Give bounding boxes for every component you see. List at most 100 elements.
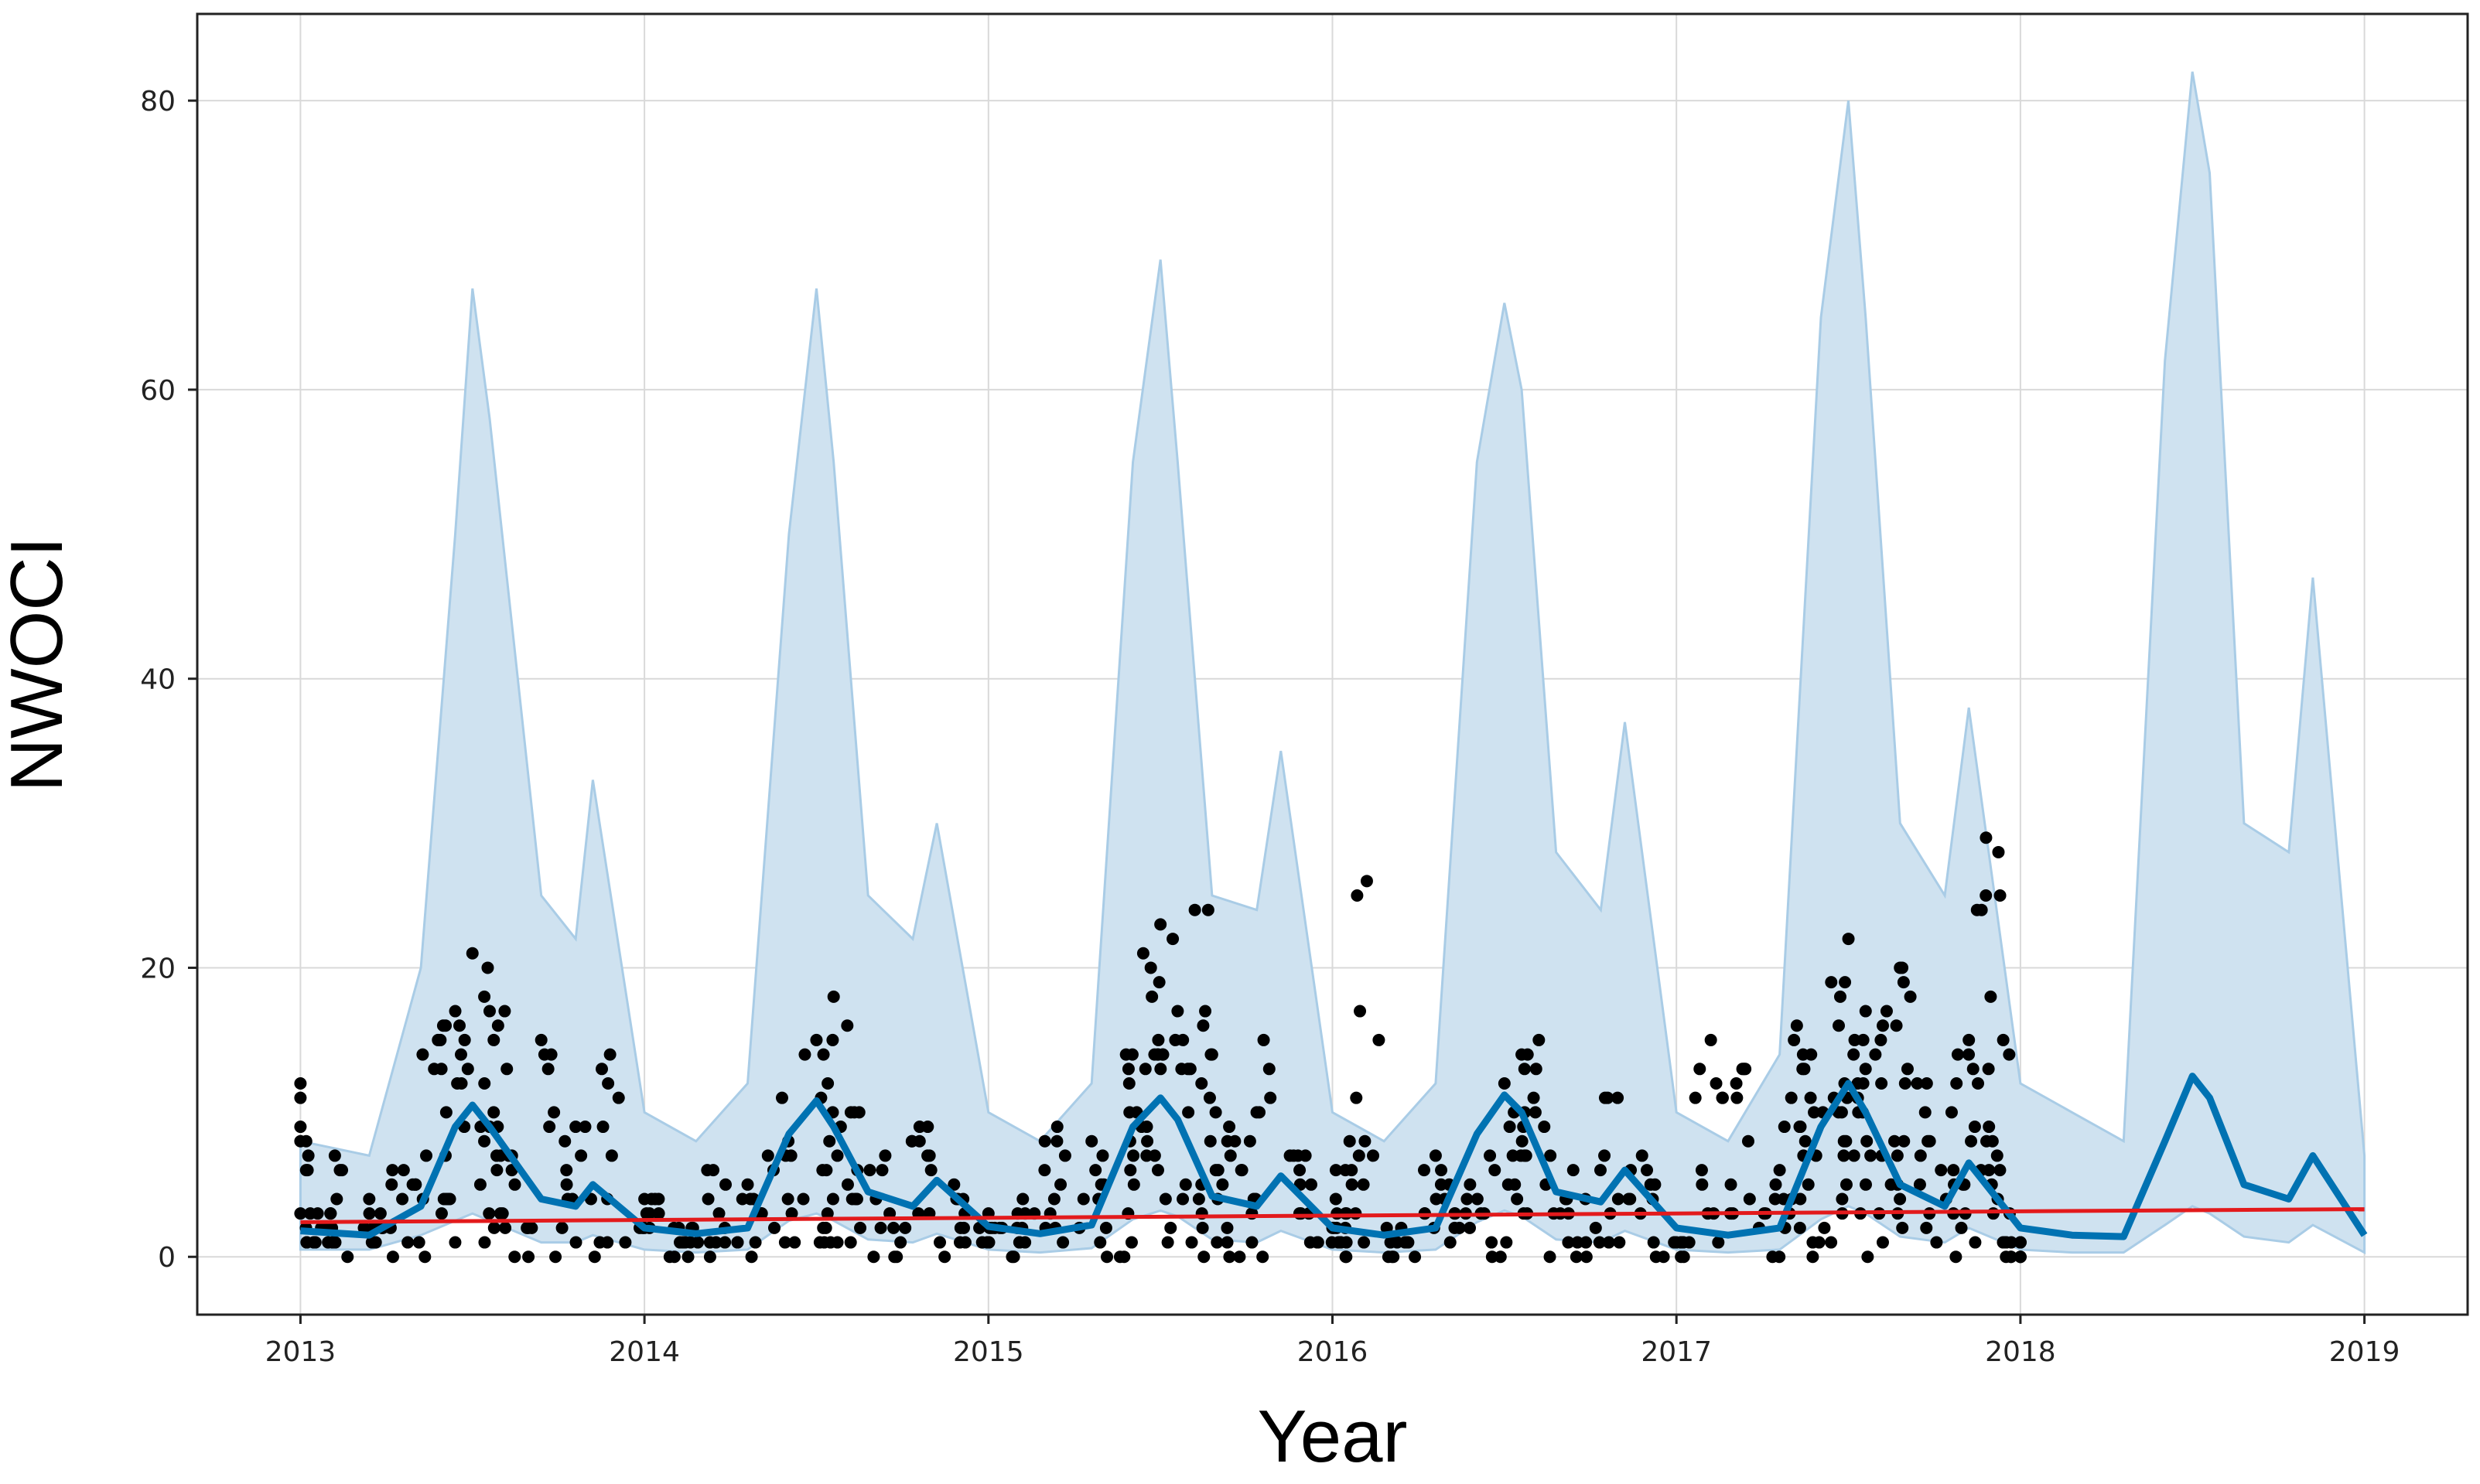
observed-point — [311, 1207, 324, 1220]
observed-point — [652, 1192, 665, 1206]
observed-point — [2003, 1048, 2016, 1061]
x-tick-label: 2017 — [1641, 1336, 1712, 1368]
observed-point — [1914, 1149, 1927, 1162]
observed-point — [1223, 1250, 1236, 1264]
observed-point — [1216, 1178, 1229, 1191]
x-axis-ticks: 2013 2014 2015 2016 2017 2018 2019 — [265, 1315, 2400, 1368]
observed-point — [412, 1236, 425, 1249]
observed-point — [1983, 1164, 1996, 1177]
observed-point — [1920, 1221, 1933, 1234]
observed-point — [1367, 1149, 1380, 1162]
observed-point — [1122, 1076, 1136, 1090]
observed-point — [1778, 1121, 1791, 1134]
observed-point — [1562, 1236, 1575, 1249]
observed-point — [749, 1236, 762, 1249]
observed-point — [1969, 1236, 1982, 1249]
observed-point — [1920, 1076, 1933, 1090]
observed-point — [1799, 1134, 1812, 1148]
observed-point — [1613, 1236, 1626, 1249]
observed-point — [1993, 889, 2007, 902]
observed-point — [309, 1236, 322, 1249]
observed-point — [1913, 1178, 1926, 1191]
observed-point — [1185, 1236, 1198, 1249]
observed-point — [1712, 1236, 1725, 1249]
observed-point — [913, 1134, 926, 1148]
observed-point — [1837, 1149, 1850, 1162]
observed-point — [1788, 1033, 1801, 1046]
observed-point — [1262, 1063, 1276, 1076]
observed-point — [1589, 1221, 1602, 1234]
observed-point — [1730, 1076, 1743, 1090]
observed-point — [1921, 1134, 1935, 1148]
observed-point — [826, 1033, 839, 1046]
observed-point — [1611, 1192, 1624, 1206]
observed-point — [1257, 1033, 1270, 1046]
observed-point — [1896, 1221, 1909, 1234]
observed-point — [1099, 1221, 1112, 1234]
observed-point — [1197, 1250, 1211, 1264]
observed-point — [1968, 1121, 1981, 1134]
observed-point — [449, 1236, 462, 1249]
observed-point — [1689, 1091, 1702, 1104]
observed-point — [1983, 1121, 1996, 1134]
observed-point — [924, 1164, 938, 1177]
observed-point — [1518, 1063, 1531, 1076]
observed-point — [1543, 1250, 1556, 1264]
observed-point — [1773, 1164, 1786, 1177]
observed-point — [1057, 1236, 1070, 1249]
observed-point — [1501, 1178, 1515, 1191]
observed-point — [603, 1048, 617, 1061]
observed-point — [596, 1063, 609, 1076]
observed-point — [1352, 1149, 1365, 1162]
observed-point — [458, 1033, 471, 1046]
observed-point — [420, 1149, 433, 1162]
observed-point — [1806, 1250, 1819, 1264]
observed-point — [1453, 1221, 1466, 1234]
observed-point — [1611, 1091, 1624, 1104]
observed-point — [1644, 1178, 1657, 1191]
observed-point — [449, 1005, 462, 1018]
observed-point — [1299, 1149, 1312, 1162]
observed-point — [1796, 1048, 1809, 1061]
observed-point — [543, 1121, 556, 1134]
observed-point — [1598, 1149, 1611, 1162]
observed-point — [1351, 889, 1364, 902]
observed-point — [1256, 1250, 1269, 1264]
observed-point — [2014, 1250, 2027, 1264]
observed-point — [1136, 947, 1149, 960]
observed-point — [1875, 1076, 1888, 1090]
observed-point — [1358, 1236, 1371, 1249]
observed-point — [1417, 1164, 1430, 1177]
y-axis-title: NWOCI — [0, 537, 78, 793]
observed-point — [300, 1236, 313, 1249]
observed-point — [487, 1033, 500, 1046]
observed-point — [1768, 1192, 1781, 1206]
observed-point — [1833, 1019, 1846, 1032]
observed-point — [1674, 1236, 1687, 1249]
observed-point — [1793, 1221, 1806, 1234]
observed-point — [1904, 990, 1917, 1003]
observed-point — [1806, 1236, 1819, 1249]
observed-point — [483, 1005, 496, 1018]
observed-point — [1521, 1048, 1534, 1061]
observed-point — [1825, 976, 1838, 989]
observed-point — [434, 1033, 447, 1046]
y-tick-label: 60 — [140, 375, 176, 407]
observed-point — [1192, 1192, 1205, 1206]
observed-point — [1710, 1076, 1723, 1090]
observed-point — [508, 1178, 521, 1191]
observed-point — [1463, 1221, 1476, 1234]
observed-point — [1874, 1033, 1887, 1046]
observed-point — [294, 1121, 307, 1134]
observed-point — [1859, 1005, 1872, 1018]
observed-point — [1802, 1178, 1815, 1191]
observed-point — [329, 1236, 342, 1249]
observed-point — [1935, 1164, 1948, 1177]
observed-point — [1201, 903, 1214, 916]
observed-point — [1345, 1178, 1358, 1191]
observed-point — [822, 1076, 835, 1090]
observed-point — [1566, 1164, 1580, 1177]
observed-point — [1980, 831, 1993, 844]
observed-point — [841, 1178, 854, 1191]
observed-point — [1798, 1063, 1811, 1076]
